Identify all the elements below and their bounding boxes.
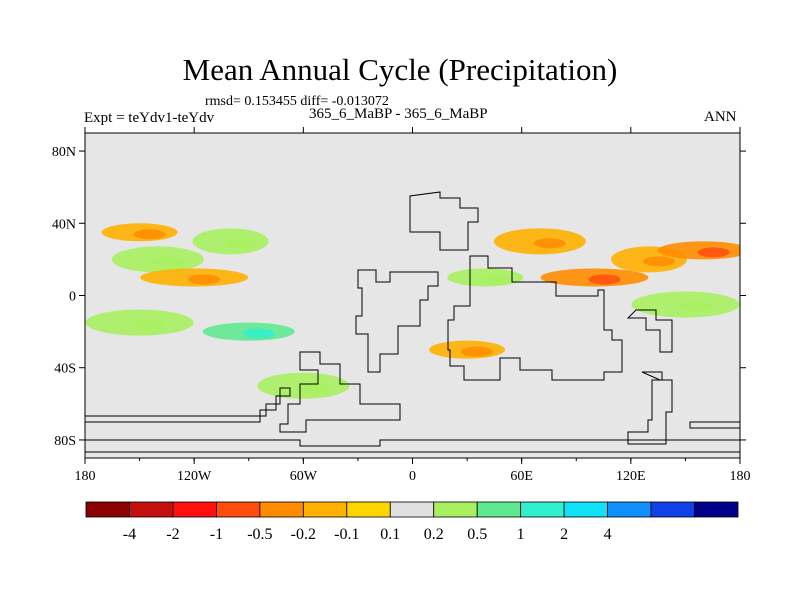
- colorbar-label: -0.5: [247, 526, 272, 543]
- coastline: [409, 191, 479, 251]
- anomaly-core: [643, 256, 676, 267]
- y-tick-label: 40N: [52, 217, 76, 232]
- x-tick-label: 60E: [510, 469, 533, 484]
- x-tick-label: 180: [730, 469, 751, 484]
- axis-ticks: 180 120W 60W 0 60E 120E 180 80N 40N 0 40S 80S: [52, 127, 751, 484]
- y-tick-label: 40S: [54, 362, 76, 377]
- anomaly-core: [533, 238, 566, 249]
- map-background: [85, 133, 740, 458]
- colorbar-swatch: [520, 501, 565, 518]
- colorbar-swatch: [694, 501, 739, 518]
- y-tick-label: 80S: [54, 434, 76, 449]
- colorbar-label: 0.2: [424, 526, 444, 543]
- anomaly-core: [133, 319, 166, 330]
- colorbar-swatch: [607, 501, 652, 518]
- colorbar-swatch: [259, 501, 304, 518]
- colorbar-swatch: [389, 501, 435, 518]
- colorbar-label: 0.5: [467, 526, 487, 543]
- anomaly-core: [133, 229, 166, 240]
- anomaly-core: [242, 328, 275, 339]
- anomaly-core: [588, 274, 621, 285]
- colorbar-swatch: [433, 501, 478, 518]
- chart-title: Mean Annual Cycle (Precipitation): [182, 52, 618, 87]
- colorbar-label: -0.2: [291, 526, 316, 543]
- colorbar-label: -1: [210, 526, 223, 543]
- y-tick-label: 80N: [52, 145, 76, 160]
- x-tick-label: 120W: [177, 469, 212, 484]
- anomaly-core: [151, 256, 184, 267]
- colorbar-swatch: [129, 501, 174, 518]
- colorbar-swatch: [346, 501, 391, 518]
- coastlines: [85, 191, 740, 453]
- coastline: [85, 421, 740, 447]
- x-tick-label: 60W: [290, 469, 318, 484]
- x-tick-label: 120E: [616, 469, 646, 484]
- anomaly-core: [479, 274, 512, 285]
- run-label: 365_6_MaBP - 365_6_MaBP: [309, 106, 488, 122]
- colorbar: -4 -2 -1 -0.5 -0.2 -0.1 0.1 0.2 0.5 1 2 4: [85, 501, 739, 543]
- anomaly-core: [697, 247, 730, 258]
- anomaly-core: [461, 346, 494, 357]
- colorbar-swatch: [563, 501, 609, 518]
- x-tick-label: 0: [409, 469, 416, 484]
- coastline: [447, 255, 623, 381]
- season-label: ANN: [704, 109, 737, 125]
- colorbar-label: -4: [123, 526, 136, 543]
- coastline: [627, 371, 673, 445]
- stats-text: rmsd= 0.153455 diff= -0.013072: [205, 94, 389, 109]
- coastline: [85, 387, 291, 423]
- anomaly-core: [224, 238, 257, 249]
- colorbar-swatch: [476, 501, 522, 518]
- anomaly-field: [85, 223, 740, 399]
- colorbar-label: -0.1: [334, 526, 359, 543]
- colorbar-label: 0.1: [380, 526, 400, 543]
- colorbar-swatch: [85, 501, 130, 518]
- colorbar-label: 2: [560, 526, 568, 543]
- coastline: [279, 351, 401, 433]
- coastline: [626, 309, 673, 353]
- y-tick-label: 0: [69, 290, 76, 305]
- colorbar-label: -2: [166, 526, 179, 543]
- x-tick-label: 180: [75, 469, 96, 484]
- colorbar-swatch: [302, 501, 348, 518]
- anomaly-core: [679, 301, 712, 312]
- colorbar-swatch: [650, 501, 695, 518]
- colorbar-label: 1: [517, 526, 525, 543]
- anomaly-core: [188, 274, 221, 285]
- colorbar-swatch: [215, 501, 261, 518]
- anomaly-core: [297, 382, 330, 393]
- experiment-label: Expt = teYdv1-teYdv: [84, 110, 215, 126]
- coastline: [355, 269, 439, 373]
- colorbar-label: 4: [604, 526, 612, 543]
- colorbar-swatch: [172, 501, 217, 518]
